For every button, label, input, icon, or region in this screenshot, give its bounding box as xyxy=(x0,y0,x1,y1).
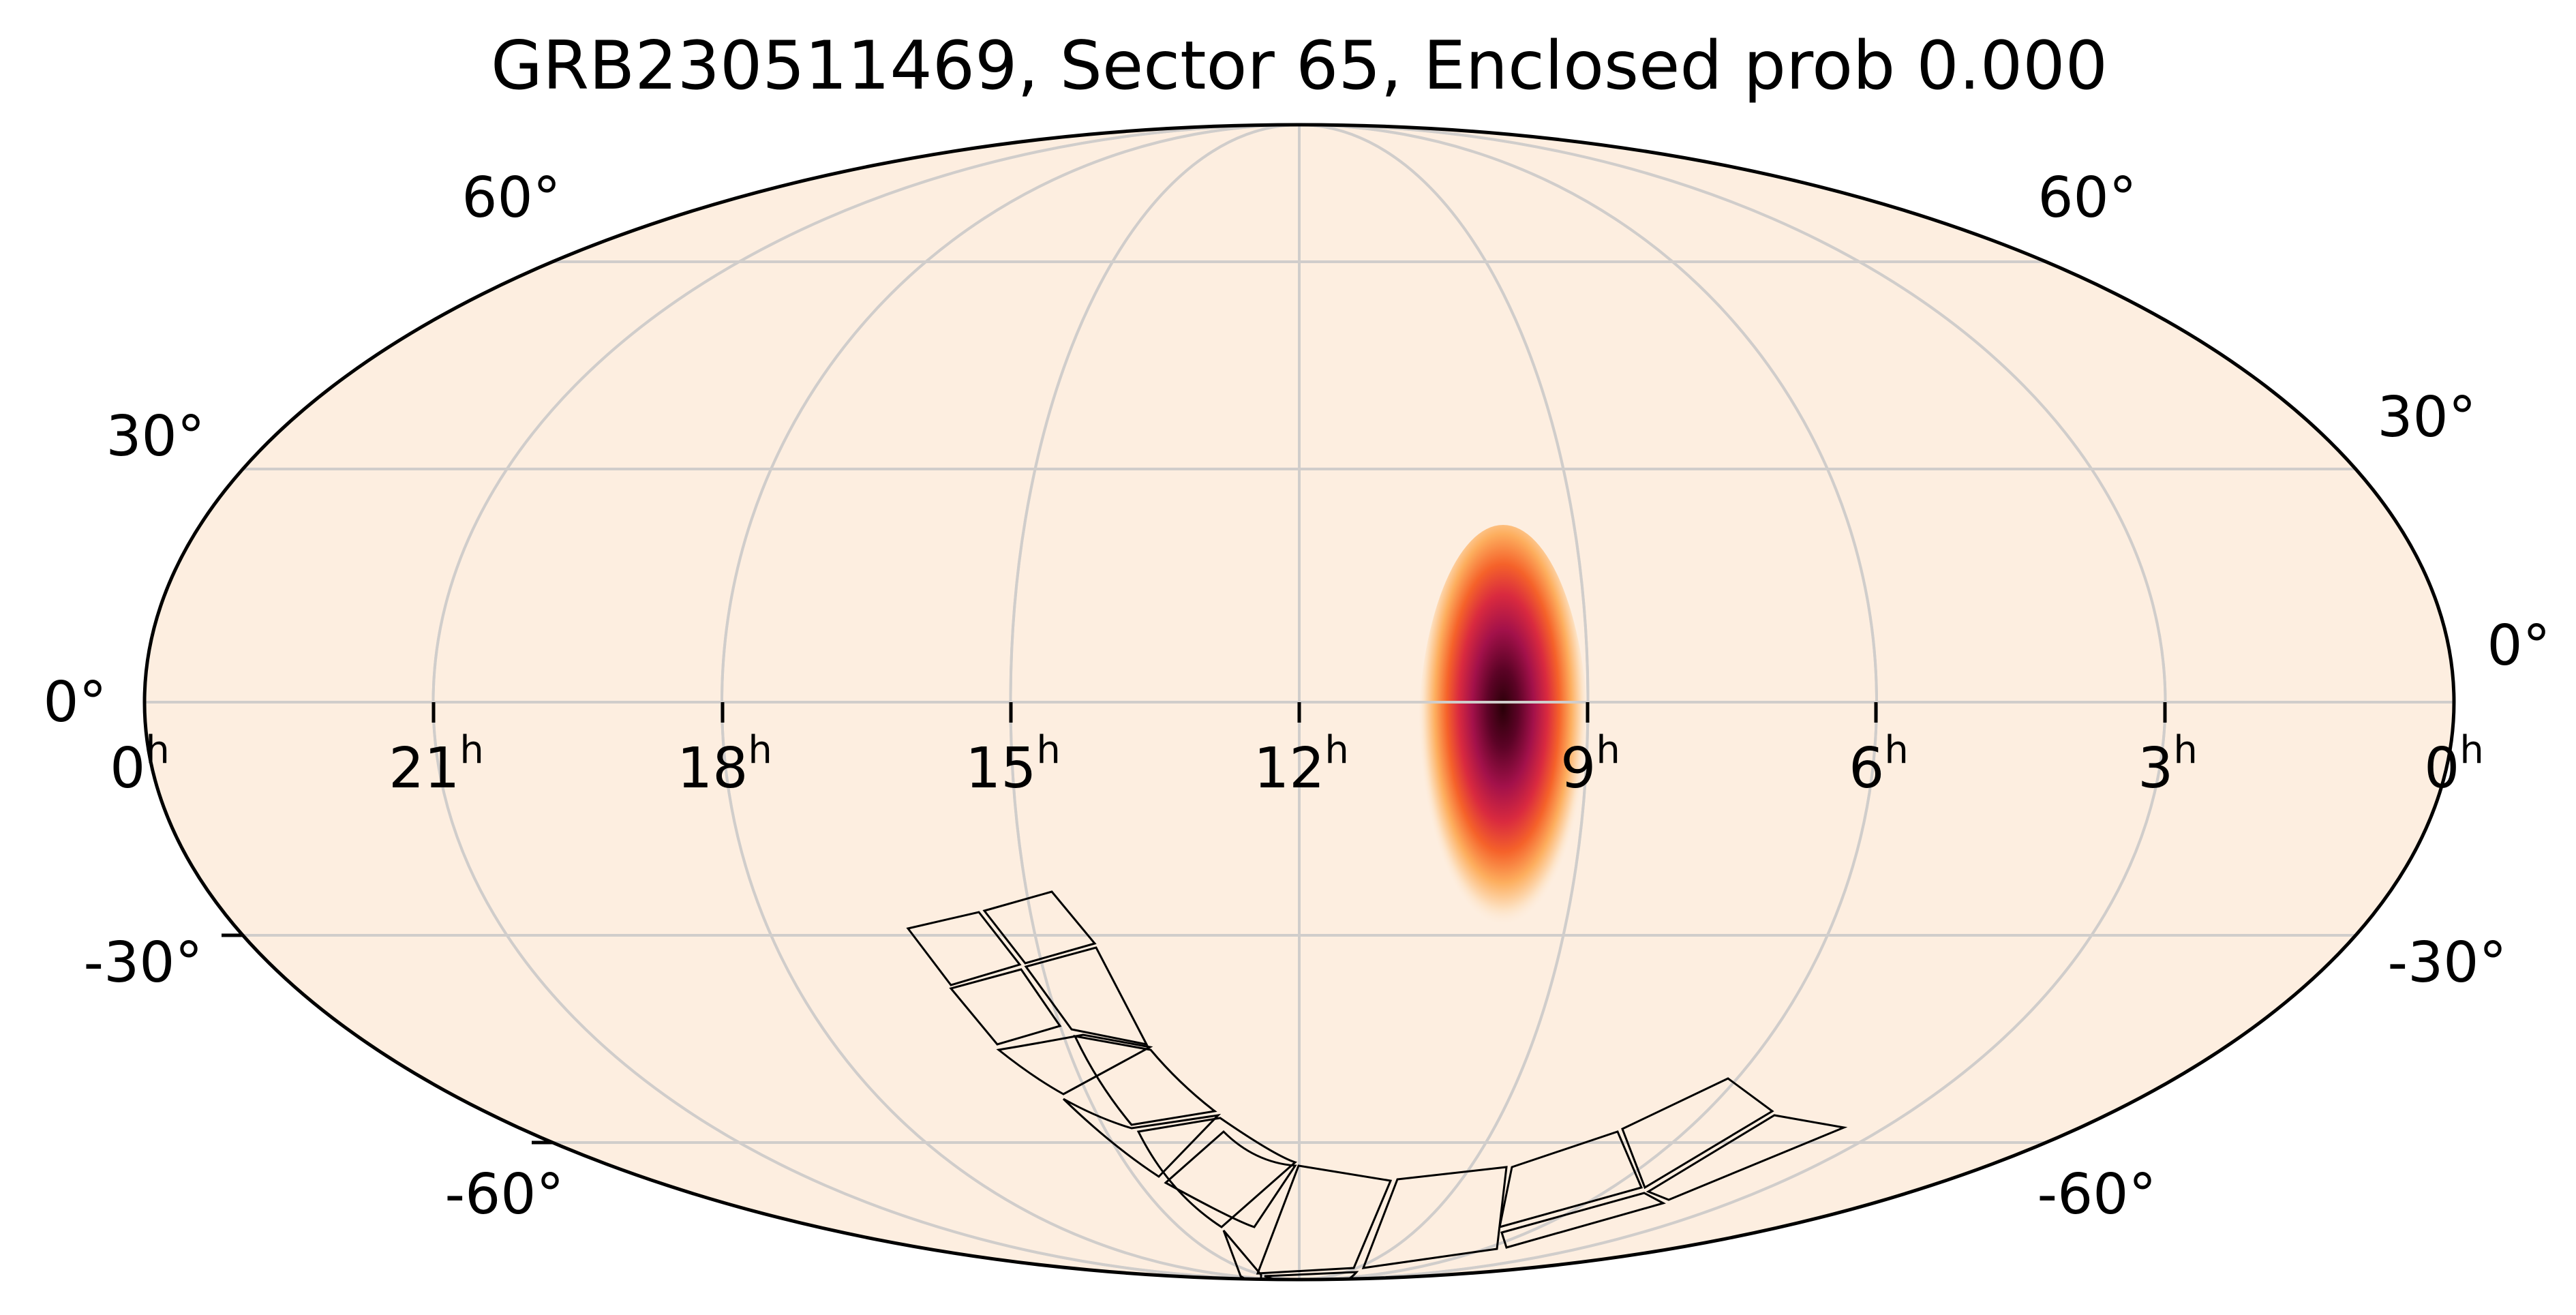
lat-label: 0° xyxy=(2487,614,2550,678)
dec-ticks xyxy=(222,933,552,1145)
ra-label: 0h xyxy=(2424,728,2484,801)
ccd-outline xyxy=(1024,946,1149,1046)
ra-label: 18h xyxy=(677,728,772,801)
ccd-outline xyxy=(1062,1098,1222,1178)
sector-footprint xyxy=(906,890,1848,1280)
lat-label: 60° xyxy=(461,166,560,230)
ccd-outline xyxy=(1621,1077,1774,1190)
lat-label: 30° xyxy=(106,404,204,469)
map-title: GRB230511469, Sector 65, Enclosed prob 0… xyxy=(491,27,2108,105)
ccd-outline xyxy=(906,911,1022,986)
ra-label: 21h xyxy=(389,728,484,801)
ccd-outline xyxy=(1646,1114,1848,1201)
ccd-outline xyxy=(996,1033,1153,1095)
lat-label: 30° xyxy=(2377,385,2476,450)
lat-label: -60° xyxy=(445,1162,564,1227)
lat-label: 0° xyxy=(43,670,106,735)
ccd-outline xyxy=(1222,1230,1262,1280)
ccd-outline xyxy=(1073,1035,1217,1126)
ra-label: 6h xyxy=(1849,728,1909,801)
ra-label: 3h xyxy=(2138,728,2198,801)
ra-label: 15h xyxy=(965,728,1061,801)
ccd-outline xyxy=(1256,1164,1393,1275)
ra-labels: 0h 21h 18h 15h 12h 9h 6h 3h 0h xyxy=(110,728,2484,801)
lat-label: -60° xyxy=(2037,1162,2157,1227)
ccd-outline xyxy=(1498,1130,1643,1229)
ccd-outline xyxy=(1500,1192,1666,1249)
ra-label: 12h xyxy=(1254,728,1349,801)
ra-label: 9h xyxy=(1560,728,1620,801)
ra-ticks xyxy=(431,702,2167,723)
lat-label: 60° xyxy=(2037,166,2136,230)
ccd-outline xyxy=(1264,1271,1359,1280)
lat-labels-right: 60° 30° 0° -30° -60° xyxy=(2037,166,2551,1227)
ccd-outline xyxy=(1361,1166,1508,1269)
lat-labels-left: 60° 30° 0° -30° -60° xyxy=(43,166,564,1227)
ccd-outline xyxy=(1164,1130,1297,1228)
ccd-outline xyxy=(982,890,1097,965)
probability-blob xyxy=(1418,525,1588,961)
lat-label: -30° xyxy=(84,931,203,995)
ccd-outline xyxy=(1136,1117,1297,1228)
ccd-outline xyxy=(949,968,1062,1046)
sky-outline xyxy=(142,123,2456,1282)
ra-label: 0h xyxy=(110,728,170,801)
lat-label: -30° xyxy=(2388,931,2507,995)
